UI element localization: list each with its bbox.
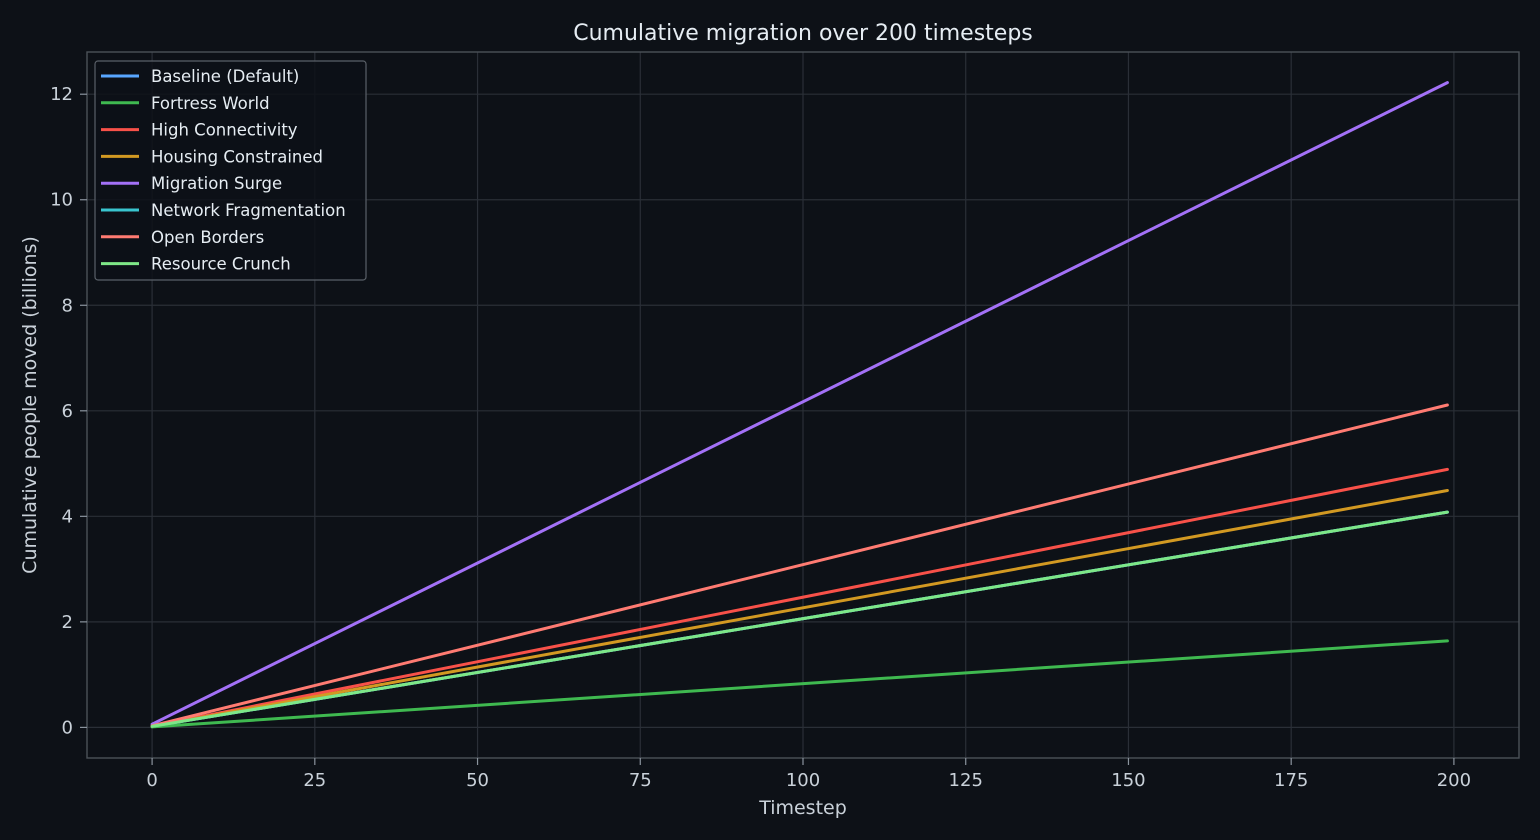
y-axis-label: Cumulative people moved (billions): [19, 236, 41, 574]
series-line-1: [150, 639, 1449, 729]
x-tick-label: 150: [1111, 770, 1145, 791]
legend: Baseline (Default) Fortress World High Con…: [94, 60, 367, 281]
y-tick-label: 6: [62, 401, 73, 422]
legend-label: Resource Crunch: [151, 255, 291, 274]
x-tick-label: 175: [1274, 770, 1308, 791]
x-tick-label: 0: [146, 770, 157, 791]
y-tick-label: 4: [62, 506, 73, 527]
x-axis-label: Timestep: [758, 797, 847, 819]
y-axis: 0 2 4 6 8 10 12: [50, 84, 87, 738]
y-tick-label: 12: [50, 84, 73, 105]
y-tick-label: 8: [62, 295, 73, 316]
legend-label: Fortress World: [151, 94, 270, 113]
x-tick-label: 100: [786, 770, 820, 791]
x-tick-label: 50: [466, 770, 489, 791]
series-line-3: [150, 489, 1449, 728]
legend-label: Open Borders: [151, 228, 264, 247]
y-tick-label: 10: [50, 190, 73, 211]
legend-box: [94, 60, 367, 281]
legend-label: Network Fragmentation: [151, 201, 346, 220]
series-line-4: [150, 81, 1449, 726]
series-line-7: [150, 510, 1449, 728]
y-tick-label: 0: [62, 717, 73, 738]
legend-label: Baseline (Default): [151, 67, 299, 86]
series-line-2: [150, 467, 1449, 728]
x-tick-label: 200: [1437, 770, 1471, 791]
series-lines: [150, 81, 1449, 729]
legend-label: Housing Constrained: [151, 147, 323, 166]
x-tick-label: 125: [949, 770, 983, 791]
x-tick-label: 25: [303, 770, 326, 791]
x-tick-label: 75: [629, 770, 652, 791]
legend-label: High Connectivity: [151, 121, 298, 140]
grid-lines: [87, 52, 1519, 758]
chart-title: Cumulative migration over 200 timesteps: [573, 21, 1033, 46]
legend-label: Migration Surge: [151, 174, 282, 193]
y-tick-label: 2: [62, 612, 73, 633]
series-line-6: [150, 403, 1449, 728]
x-axis: 0 25 50 75 100 125 150 175 200: [146, 758, 1471, 791]
